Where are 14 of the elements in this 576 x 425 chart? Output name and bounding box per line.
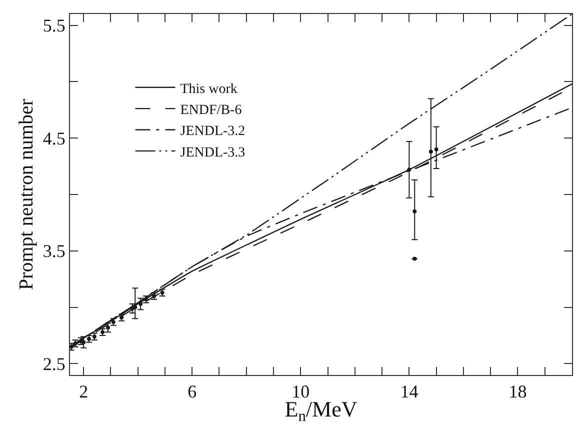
legend-label: JENDL-3.3 xyxy=(180,145,246,160)
y-tick-label: 4.5 xyxy=(42,128,66,148)
legend-label: JENDL-3.2 xyxy=(180,124,246,140)
y-axis-title: Prompt neutron number xyxy=(15,98,38,290)
x-tick-label: 2 xyxy=(79,382,88,402)
y-tick-label: 3.5 xyxy=(42,241,66,262)
x-tick-label: 10 xyxy=(292,382,310,402)
x-tick-label: 18 xyxy=(508,382,527,402)
legend-label: This work xyxy=(180,82,238,97)
legend-label: ENDF/B-6 xyxy=(180,103,242,118)
x-tick-label: 6 xyxy=(188,382,197,402)
y-tick-label: 5.5 xyxy=(42,16,66,36)
x-tick-label: 14 xyxy=(400,382,418,402)
y-tick-label: 2.5 xyxy=(42,354,66,374)
